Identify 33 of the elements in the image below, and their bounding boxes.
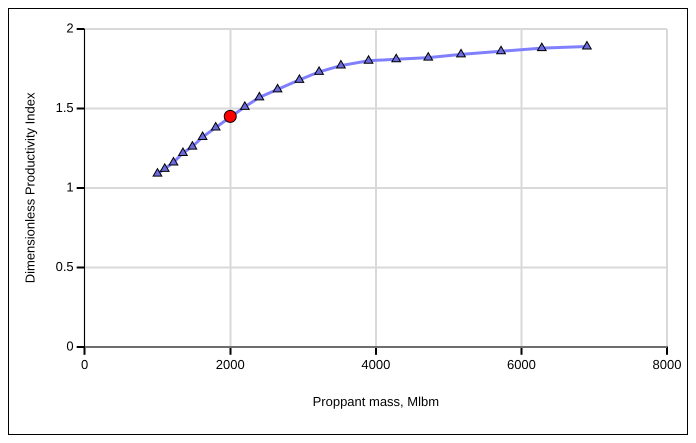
point bbox=[391, 54, 402, 62]
point bbox=[198, 132, 208, 140]
y-tick-label: 0 bbox=[66, 338, 74, 354]
y-tick-label: 1.5 bbox=[56, 100, 74, 116]
point bbox=[496, 46, 506, 54]
point bbox=[188, 141, 198, 150]
y-tick-label: 1 bbox=[66, 179, 74, 194]
x-axis-title: Proppant mass, Mlbm bbox=[312, 394, 440, 409]
x-tick-label: 2000 bbox=[216, 357, 245, 372]
y-tick-label: 0.5 bbox=[56, 258, 74, 274]
point bbox=[210, 122, 221, 131]
point bbox=[254, 92, 264, 100]
point bbox=[582, 40, 592, 50]
point bbox=[240, 101, 250, 110]
point bbox=[178, 147, 188, 156]
point bbox=[160, 163, 170, 172]
point bbox=[272, 84, 282, 92]
point bbox=[423, 52, 434, 61]
x-tick-label: 8000 bbox=[652, 357, 682, 372]
point bbox=[536, 42, 547, 52]
y-tick-label: 2 bbox=[66, 20, 74, 36]
point bbox=[168, 156, 178, 166]
y-axis-title: Dimensionless Productivity Index bbox=[22, 92, 38, 284]
point bbox=[456, 48, 466, 58]
point bbox=[224, 110, 237, 123]
point bbox=[294, 74, 304, 83]
point bbox=[152, 168, 162, 177]
x-tick-label: 4000 bbox=[361, 357, 390, 372]
point bbox=[336, 60, 346, 69]
x-tick-label: 0 bbox=[81, 357, 88, 372]
point bbox=[314, 66, 324, 75]
x-tick-label: 6000 bbox=[506, 357, 536, 372]
point bbox=[364, 55, 374, 64]
